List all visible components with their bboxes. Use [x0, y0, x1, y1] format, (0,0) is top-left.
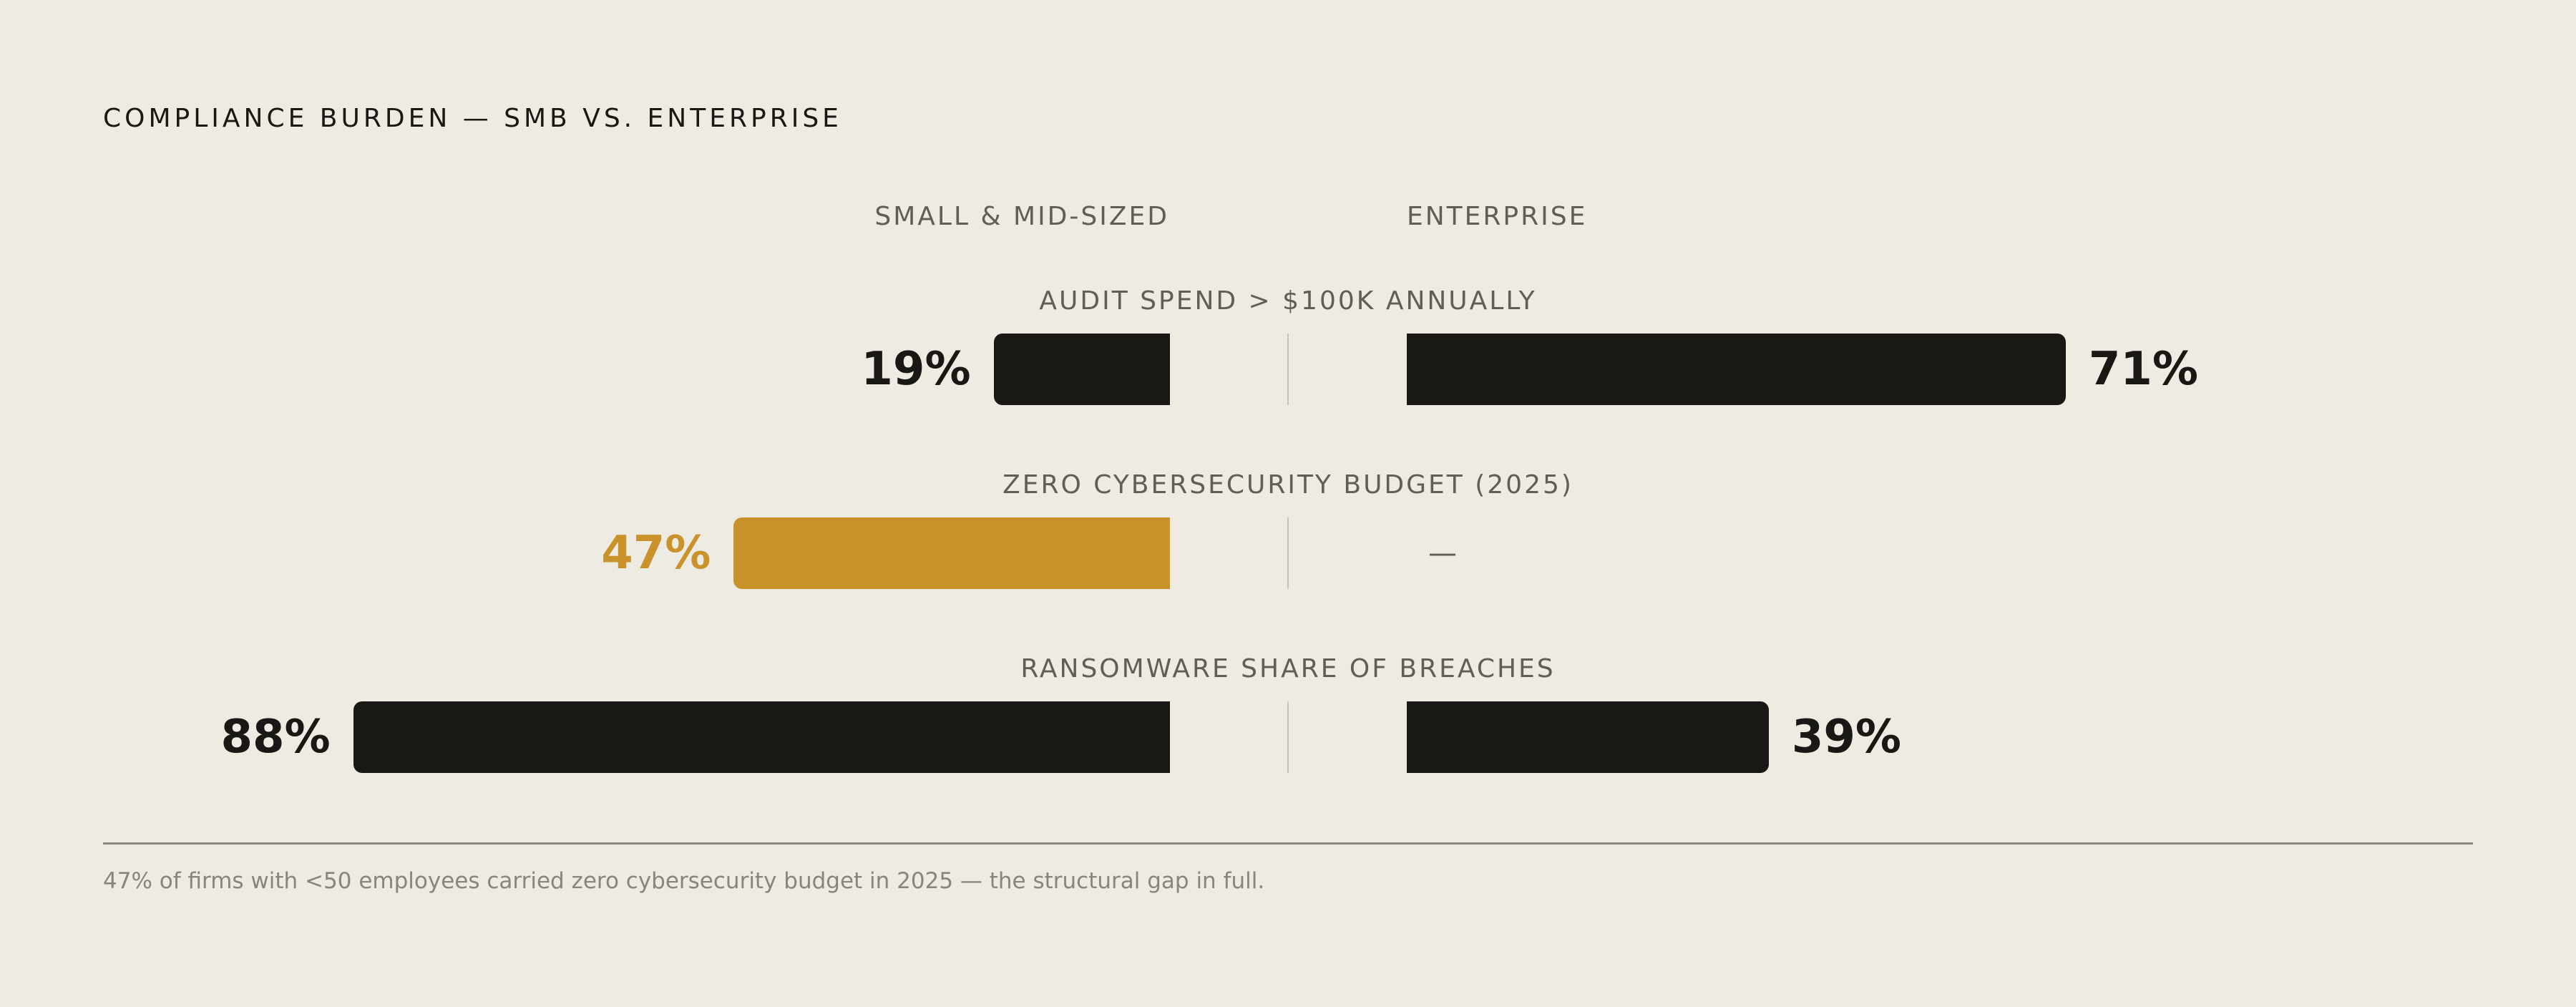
center-divider: [1287, 517, 1289, 589]
no-data-dash: —: [1428, 537, 1457, 570]
footnote: 47% of firms with <50 employees carried …: [103, 868, 1265, 894]
bar-enterprise: [1407, 701, 1769, 773]
value-label-smb: 47%: [601, 527, 711, 580]
value-label-smb: 19%: [861, 343, 971, 396]
value-label-smb: 88%: [220, 711, 331, 764]
center-divider: [1287, 701, 1289, 773]
value-label-enterprise: 39%: [1791, 711, 1902, 764]
value-label-enterprise: 71%: [2088, 343, 2199, 396]
enterprise-column-header: ENTERPRISE: [1407, 202, 1588, 231]
bar-smb: [353, 701, 1170, 773]
category-label: ZERO CYBERSECURITY BUDGET (2025): [1002, 470, 1574, 500]
bar-enterprise: [1407, 334, 2066, 405]
category-label: RANSOMWARE SHARE OF BREACHES: [1020, 654, 1556, 684]
center-divider: [1287, 334, 1289, 405]
footnote-divider: [103, 842, 2473, 845]
category-label: AUDIT SPEND > $100K ANNUALLY: [1039, 286, 1537, 316]
bar-smb: [733, 517, 1170, 589]
smb-column-header: SMALL & MID-SIZED: [874, 202, 1169, 231]
chart-title: COMPLIANCE BURDEN — SMB VS. ENTERPRISE: [103, 104, 842, 133]
bar-smb: [993, 334, 1170, 405]
